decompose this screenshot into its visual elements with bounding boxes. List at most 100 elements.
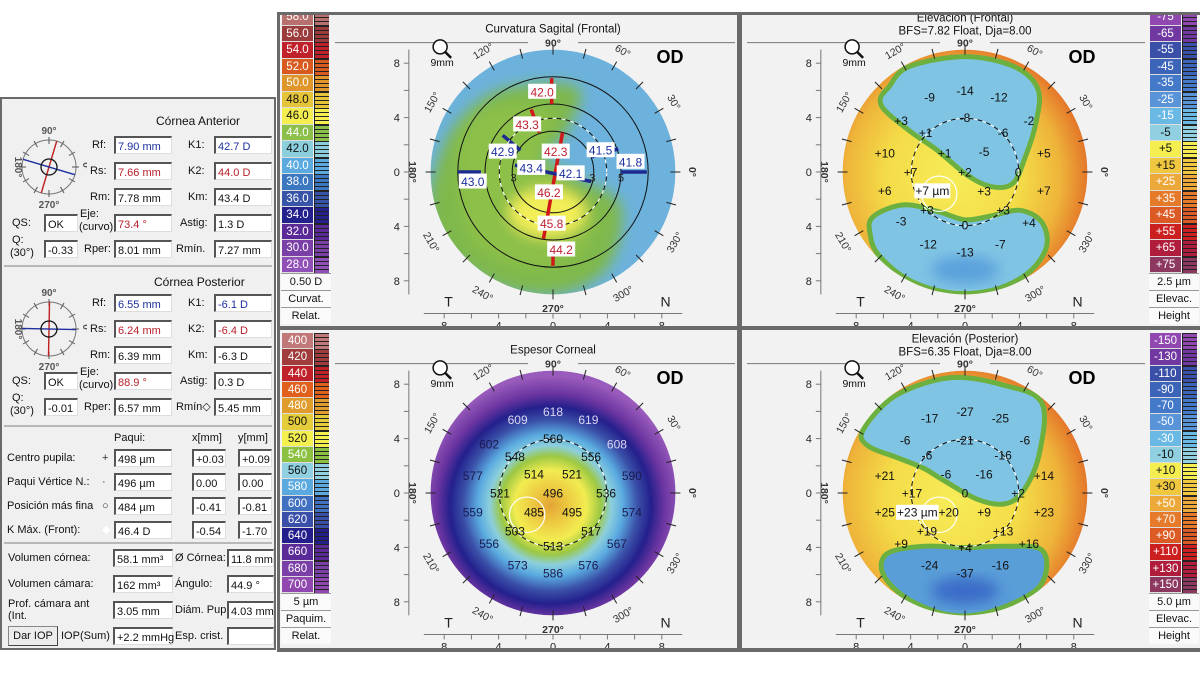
scale-step-size[interactable]: 5 µm (281, 593, 331, 610)
angle-tick (841, 522, 852, 527)
scale-step: -45 (1150, 58, 1181, 75)
scale-step: 660 (282, 544, 313, 561)
angle-label-300: 300° (611, 605, 636, 626)
angle-tick (1023, 382, 1030, 392)
parameters-panel: Córnea Anterior 90° 270° 180° 0° Rf: 7.90 m… (0, 97, 276, 650)
map-value-label: +10 (875, 146, 896, 160)
y-tick-label: 4 (394, 542, 400, 554)
label-box (458, 173, 487, 189)
scale-step: 680 (282, 560, 313, 577)
color-scale[interactable]: -75 -65 -55 -45 -35 -25 -15 -5 +5 +15 +25 +35 +45 +55… (1148, 15, 1200, 326)
scale-step-size[interactable]: 2.5 µm (1149, 273, 1199, 290)
qs-label: QS: (12, 217, 31, 229)
scale-step: +50 (1150, 495, 1181, 512)
scale-mode[interactable]: Relat. (281, 307, 331, 324)
map-value-label: 567 (607, 537, 627, 551)
eje-field: 88.9 ° (114, 372, 172, 390)
scale-step-bars (314, 544, 329, 561)
color-scale[interactable]: 58.0 56.0 54.0 52.0 50.0 48.0 46.0 44.0 42.0 40.0… (280, 15, 332, 326)
dar-iop-button[interactable]: Dar IOP (8, 626, 58, 646)
scale-map-type[interactable]: Paquim. (281, 610, 331, 627)
angle-label-210: 210° (420, 230, 441, 255)
diagram-tick (33, 186, 38, 194)
angle-label-300: 300° (1023, 284, 1048, 305)
angle-tick (429, 138, 440, 143)
scale-step-size[interactable]: 5.0 µm (1149, 593, 1199, 610)
map-value-label: +4 (958, 541, 972, 555)
scale-step-bars (1182, 463, 1197, 480)
scale-step-bars (314, 446, 329, 463)
diagram-tick (60, 140, 65, 148)
scale-map-type[interactable]: Elevac. (1149, 290, 1199, 307)
scale-step: +35 (1150, 190, 1181, 207)
angulo-label: Ángulo: (175, 578, 213, 590)
k2-field: -6.4 D (214, 320, 272, 338)
angulo-field: 44.9 ° (227, 575, 274, 593)
diagram-tick (68, 178, 76, 183)
scale-step-bars (1182, 256, 1197, 273)
diagram-tick (60, 302, 65, 310)
angle-label-0: 0° (686, 488, 698, 498)
angle-tick (582, 48, 587, 59)
k1-field: -6.1 D (214, 294, 272, 312)
esp-crist-field[interactable] (227, 627, 274, 645)
map-value-label: +1 (938, 146, 952, 160)
zoom-label: 9mm (842, 57, 866, 69)
angle-tick (519, 285, 524, 296)
map-value-label: 43.3 (515, 118, 539, 132)
magnifier-icon[interactable] (432, 39, 453, 59)
scale-step-bars (1182, 446, 1197, 463)
vol-cornea-label: Volumen córnea: (8, 552, 91, 564)
prof-camara-field: 3.05 mm (113, 601, 173, 619)
scale-step-bars (314, 42, 329, 59)
scale-step-size[interactable]: 0.50 D (281, 273, 331, 290)
label-box (547, 241, 576, 257)
magnifier-icon[interactable] (432, 360, 453, 380)
map-value-label: 548 (505, 450, 525, 464)
scale-step-bars (1182, 430, 1197, 447)
scale-step-bars (314, 381, 329, 398)
map-value-label: -16 (994, 448, 1012, 462)
label-box (528, 83, 557, 99)
scale-step-bars (314, 240, 329, 257)
color-scale[interactable]: 400 420 440 460 480 500 520 540 560 580 600 620 640 6… (280, 330, 332, 648)
map-value-label: +7 (904, 166, 918, 180)
magnifier-icon[interactable] (844, 39, 865, 59)
magnifier-icon[interactable] (844, 360, 865, 380)
angle-label-330: 330° (665, 230, 686, 255)
angle-tick (462, 81, 471, 90)
iop-field[interactable]: +2.2 mmHg (113, 627, 174, 645)
map-value-label: 0 (962, 487, 969, 501)
color-scale[interactable]: -150 -130 -110 -90 -70 -50 -30 -10 +10 +30 +50 +70 +… (1148, 330, 1200, 648)
scale-mode[interactable]: Height (1149, 307, 1199, 324)
scale-mode[interactable]: Relat. (281, 627, 331, 644)
angle-tick (611, 382, 618, 392)
map-value-label: 43.0 (461, 175, 485, 189)
diagram-tick (60, 348, 65, 356)
scale-mode[interactable]: Height (1149, 627, 1199, 644)
scale-step: 440 (282, 365, 313, 382)
scale-step: +130 (1150, 560, 1181, 577)
rmin-label: Rmín◇ (176, 401, 211, 413)
scale-step-bars (1182, 414, 1197, 431)
angle-tick (900, 61, 907, 71)
map-value-label: +3 (977, 185, 991, 199)
angle-tick (1023, 61, 1030, 71)
angle-label-150: 150° (422, 90, 443, 115)
pachymetry-map-panel[interactable]: Espesor Corneal 618 609 619 602 560 608 548 556 5… (280, 330, 737, 648)
scale-step-bars (314, 108, 329, 125)
scale-map-type[interactable]: Elevac. (1149, 610, 1199, 627)
map-value-label: +14 (1034, 469, 1055, 483)
angle-tick (931, 606, 936, 617)
posterior-elevation-map-panel[interactable]: Elevación (Posterior) BFS=6.35 Float, Dja… (742, 330, 1200, 648)
angle-tick (635, 254, 644, 263)
curvature-map-panel[interactable]: Curvatura Sagital (Frontal) 3 3 5 42.0 43.3 42… (280, 15, 737, 326)
map-value-label: -21 (956, 433, 974, 447)
front-elevation-map-panel[interactable]: Elevación (Frontal) BFS=7.82 Float, Dja=8… (742, 15, 1200, 326)
scale-map-type[interactable]: Curvat. (281, 290, 331, 307)
angle-label-30: 30° (1076, 93, 1094, 113)
angle-label-0: 0° (686, 167, 698, 177)
scale-step: 460 (282, 381, 313, 398)
angle-label-60: 60° (613, 42, 633, 60)
angle-label-240: 240° (470, 605, 495, 626)
